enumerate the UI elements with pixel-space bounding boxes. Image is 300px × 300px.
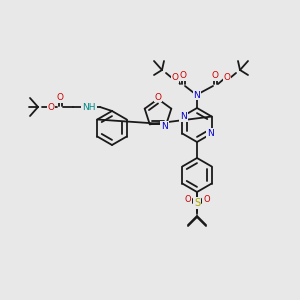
Text: O: O xyxy=(204,194,210,203)
Text: O: O xyxy=(56,94,64,103)
Text: O: O xyxy=(47,103,55,112)
Text: N: N xyxy=(161,122,168,131)
Text: N: N xyxy=(194,91,200,100)
Text: O: O xyxy=(179,71,187,80)
Text: S: S xyxy=(194,198,200,208)
Text: O: O xyxy=(185,194,191,203)
Text: NH: NH xyxy=(82,103,96,112)
Text: O: O xyxy=(154,92,161,101)
Text: N: N xyxy=(180,112,187,121)
Text: O: O xyxy=(203,196,209,205)
Text: O: O xyxy=(185,196,191,205)
Text: O: O xyxy=(224,74,230,82)
Text: N: N xyxy=(207,129,214,138)
Text: O: O xyxy=(212,71,218,80)
Text: S: S xyxy=(194,199,200,208)
Text: O: O xyxy=(172,74,178,82)
